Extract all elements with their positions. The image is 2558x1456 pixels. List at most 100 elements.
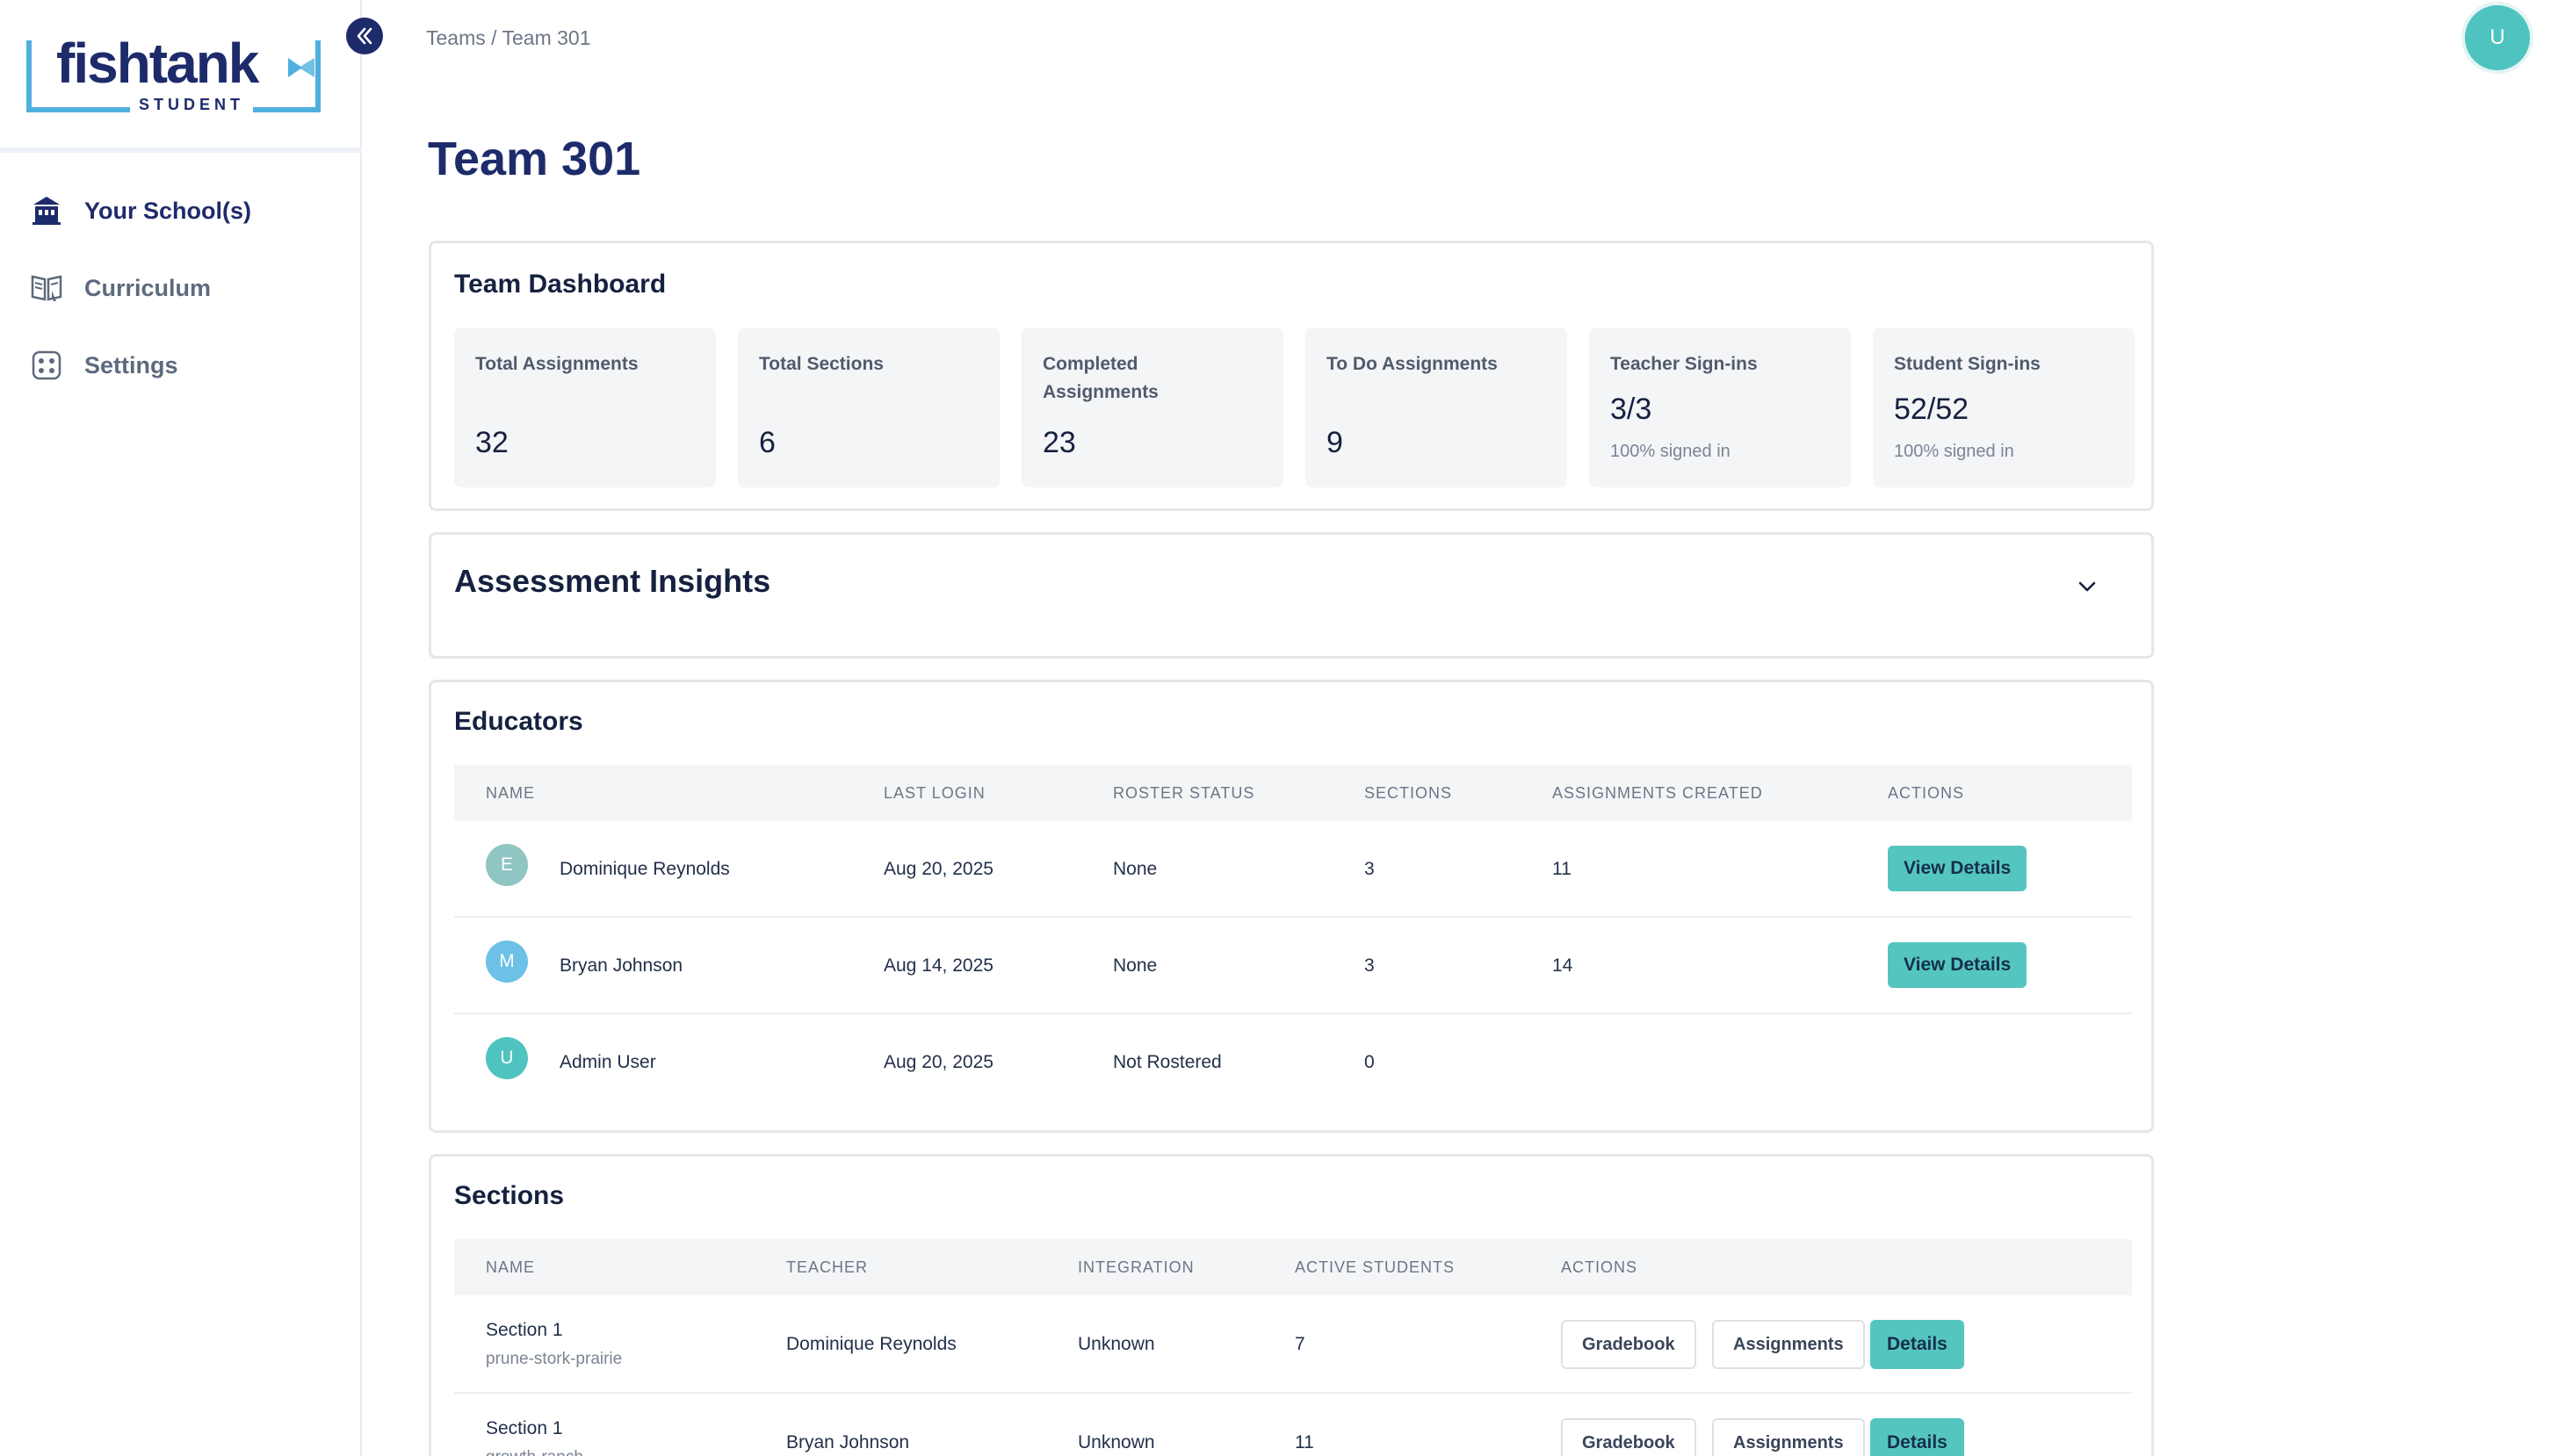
sidebar-item-settings[interactable]: Settings bbox=[0, 327, 362, 404]
educator-name: Bryan Johnson bbox=[560, 955, 683, 976]
last-login: Aug 14, 2025 bbox=[884, 955, 994, 976]
column-header: INTEGRATION bbox=[1078, 1258, 1195, 1276]
educator-avatar: U bbox=[486, 1037, 528, 1079]
stat-value: 52/52 bbox=[1894, 393, 1969, 426]
column-header: LAST LOGIN bbox=[884, 784, 986, 802]
table-row: U Admin User Aug 20, 2025 Not Rostered 0 bbox=[454, 1014, 2132, 1111]
sections-title: Sections bbox=[454, 1181, 565, 1210]
sections-count: 0 bbox=[1364, 1052, 1375, 1072]
settings-icon bbox=[32, 350, 61, 380]
table-row: Section 1 growth-ranch Bryan Johnson Unk… bbox=[454, 1394, 2132, 1456]
collapse-sidebar-button[interactable] bbox=[346, 18, 383, 54]
table-row: M Bryan Johnson Aug 14, 2025 None 3 14 V… bbox=[454, 918, 2132, 1014]
stat-label: To Do Assignments bbox=[1326, 354, 1498, 374]
last-login: Aug 20, 2025 bbox=[884, 1052, 994, 1072]
sidebar-item-curriculum[interactable]: Curriculum bbox=[0, 249, 362, 327]
details-button[interactable]: Details bbox=[1870, 1320, 1964, 1369]
chevron-down-icon[interactable] bbox=[2072, 572, 2102, 602]
educator-name: Admin User bbox=[560, 1052, 656, 1072]
table-row: Section 1 prune-stork-prairie Dominique … bbox=[454, 1295, 2132, 1394]
column-header: ACTIONS bbox=[1888, 784, 1965, 802]
sections-card: Sections NAME TEACHER INTEGRATION ACTIVE… bbox=[429, 1154, 2154, 1456]
view-details-button[interactable]: View Details bbox=[1888, 942, 2027, 988]
stat-label: Total Assignments bbox=[475, 354, 639, 374]
section-teacher: Bryan Johnson bbox=[786, 1432, 910, 1452]
sidebar-item-label: Curriculum bbox=[84, 274, 212, 301]
assignments-created: 14 bbox=[1552, 955, 1573, 976]
team-dashboard-card: Team Dashboard Total Assignments 32 Tota… bbox=[429, 241, 2154, 511]
sections-table: NAME TEACHER INTEGRATION ACTIVE STUDENTS… bbox=[454, 1239, 2132, 1456]
roster-status: Not Rostered bbox=[1113, 1052, 1222, 1072]
stat-value: 23 bbox=[1043, 426, 1076, 459]
fishtank-logo[interactable]: fishtank STUDENT bbox=[26, 28, 321, 116]
assignments-created: 11 bbox=[1552, 859, 1572, 879]
section-active-students: 7 bbox=[1295, 1334, 1305, 1354]
school-icon bbox=[33, 197, 61, 225]
table-header: NAME LAST LOGIN ROSTER STATUS SECTIONS A… bbox=[454, 765, 2132, 821]
user-avatar[interactable]: U bbox=[2465, 5, 2530, 70]
sidebar-item-label: Your School(s) bbox=[84, 197, 252, 224]
educator-name: Dominique Reynolds bbox=[560, 859, 730, 879]
educators-card: Educators NAME LAST LOGIN ROSTER STATUS … bbox=[429, 680, 2154, 1133]
logo-wordmark: fishtank bbox=[51, 28, 264, 98]
column-header: ROSTER STATUS bbox=[1113, 784, 1255, 802]
stat-teacher-signins: Teacher Sign-ins 3/3 100% signed in bbox=[1589, 328, 1851, 487]
stat-subtext: 100% signed in bbox=[1610, 442, 1731, 461]
section-teacher: Dominique Reynolds bbox=[786, 1334, 957, 1354]
column-header: ASSIGNMENTS CREATED bbox=[1552, 784, 1763, 802]
logo-subtitle: STUDENT bbox=[130, 93, 253, 116]
stat-todo-assignments: To Do Assignments 9 bbox=[1305, 328, 1567, 487]
column-header: SECTIONS bbox=[1364, 784, 1453, 802]
sections-count: 3 bbox=[1364, 859, 1375, 879]
educators-title: Educators bbox=[454, 707, 583, 736]
table-row: E Dominique Reynolds Aug 20, 2025 None 3… bbox=[454, 821, 2132, 918]
column-header: ACTIONS bbox=[1561, 1258, 1638, 1276]
stat-total-assignments: Total Assignments 32 bbox=[454, 328, 716, 487]
column-header: TEACHER bbox=[786, 1258, 869, 1276]
stat-student-signins: Student Sign-ins 52/52 100% signed in bbox=[1873, 328, 2135, 487]
roster-status: None bbox=[1113, 955, 1158, 976]
column-header: ACTIVE STUDENTS bbox=[1295, 1258, 1456, 1276]
section-name[interactable]: Section 1 bbox=[486, 1418, 563, 1438]
section-code: prune-stork-prairie bbox=[486, 1350, 623, 1368]
breadcrumb[interactable]: Teams / Team 301 bbox=[426, 26, 591, 49]
assignments-button[interactable]: Assignments bbox=[1712, 1418, 1865, 1456]
educator-avatar: E bbox=[486, 844, 528, 886]
book-icon bbox=[31, 275, 62, 301]
column-header: NAME bbox=[486, 1258, 536, 1276]
sidebar-nav: Your School(s) Curriculum Settings bbox=[0, 172, 362, 404]
sidebar-item-label: Settings bbox=[84, 351, 178, 378]
assignments-button[interactable]: Assignments bbox=[1712, 1320, 1865, 1369]
assessment-insights-title: Assessment Insights bbox=[454, 563, 771, 599]
gradebook-button[interactable]: Gradebook bbox=[1561, 1320, 1696, 1369]
stat-label: Student Sign-ins bbox=[1894, 354, 2041, 374]
educator-avatar: M bbox=[486, 941, 528, 983]
section-integration: Unknown bbox=[1078, 1432, 1155, 1452]
assessment-insights-card[interactable]: Assessment Insights bbox=[429, 532, 2154, 659]
section-code: growth-ranch bbox=[486, 1448, 583, 1456]
view-details-button[interactable]: View Details bbox=[1888, 846, 2027, 891]
stat-label: Teacher Sign-ins bbox=[1610, 354, 1758, 374]
section-integration: Unknown bbox=[1078, 1334, 1155, 1354]
details-button[interactable]: Details bbox=[1870, 1418, 1964, 1456]
fish-icon bbox=[288, 58, 314, 77]
sidebar-item-schools[interactable]: Your School(s) bbox=[0, 172, 362, 249]
stat-label: Completed Assignments bbox=[1043, 354, 1159, 402]
team-dashboard-title: Team Dashboard bbox=[454, 270, 667, 299]
column-header: NAME bbox=[486, 784, 536, 802]
stat-value: 6 bbox=[759, 426, 776, 459]
last-login: Aug 20, 2025 bbox=[884, 859, 994, 879]
section-name[interactable]: Section 1 bbox=[486, 1320, 563, 1340]
stat-value: 9 bbox=[1326, 426, 1343, 459]
page-title: Team 301 bbox=[428, 133, 641, 185]
table-header: NAME TEACHER INTEGRATION ACTIVE STUDENTS… bbox=[454, 1239, 2132, 1295]
educators-table: NAME LAST LOGIN ROSTER STATUS SECTIONS A… bbox=[454, 765, 2132, 1111]
stat-total-sections: Total Sections 6 bbox=[738, 328, 1000, 487]
stat-completed-assignments: Completed Assignments 23 bbox=[1022, 328, 1283, 487]
stat-label: Total Sections bbox=[759, 354, 884, 374]
gradebook-button[interactable]: Gradebook bbox=[1561, 1418, 1696, 1456]
roster-status: None bbox=[1113, 859, 1158, 879]
sections-count: 3 bbox=[1364, 955, 1375, 976]
sidebar: fishtank STUDENT Your School(s) bbox=[0, 0, 362, 1456]
sidebar-divider bbox=[0, 148, 362, 153]
